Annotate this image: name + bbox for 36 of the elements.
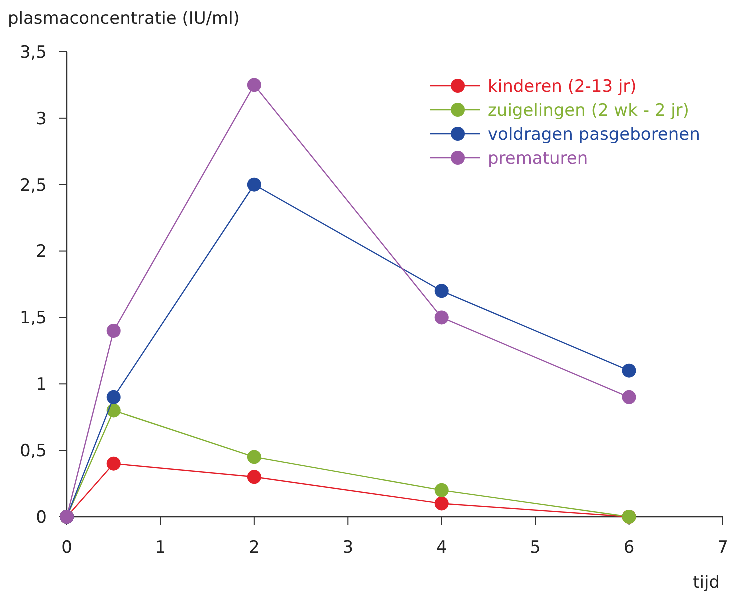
x-tick-label: 4	[436, 538, 448, 558]
point	[434, 496, 449, 511]
point	[434, 310, 449, 325]
x-tick-label: 6	[624, 538, 635, 558]
point	[622, 390, 636, 404]
point	[106, 324, 121, 338]
x-tick-label: 2	[249, 538, 260, 558]
x-tick-label: 3	[342, 538, 354, 558]
x-tick-label: 0	[62, 538, 72, 558]
y-tick-label: 3,5	[20, 42, 47, 63]
point	[106, 390, 121, 404]
point	[434, 284, 449, 298]
x-tick-label: 5	[530, 538, 541, 558]
point	[434, 483, 449, 498]
y-tick-label: 0	[36, 508, 47, 528]
point	[622, 364, 636, 378]
y-axis-title: plasmaconcentratie (IU/ml)	[8, 9, 240, 29]
point	[247, 178, 262, 192]
point	[247, 450, 262, 464]
point	[106, 456, 121, 471]
y-tick-label: 2,5	[20, 176, 47, 196]
point	[106, 404, 121, 418]
point	[247, 470, 262, 484]
x-tick-label: 7	[718, 538, 728, 558]
legend-label: kinderen (2-13 jr)	[488, 76, 637, 97]
legend-label: prematuren	[488, 148, 588, 169]
y-tick-label: 1	[36, 375, 47, 396]
y-tick-label: 3	[36, 109, 47, 130]
point	[247, 78, 262, 92]
y-tick-label: 1,5	[20, 308, 47, 329]
legend-label: voldragen pasgeborenen	[488, 124, 700, 145]
y-tick-label: 2	[36, 242, 47, 262]
legend-label: zuigelingen (2 wk - 2 jr)	[488, 100, 690, 121]
x-tick-label: 1	[155, 538, 166, 558]
x-axis-title: tijd	[693, 573, 720, 593]
y-tick-label: 0,5	[20, 442, 47, 462]
